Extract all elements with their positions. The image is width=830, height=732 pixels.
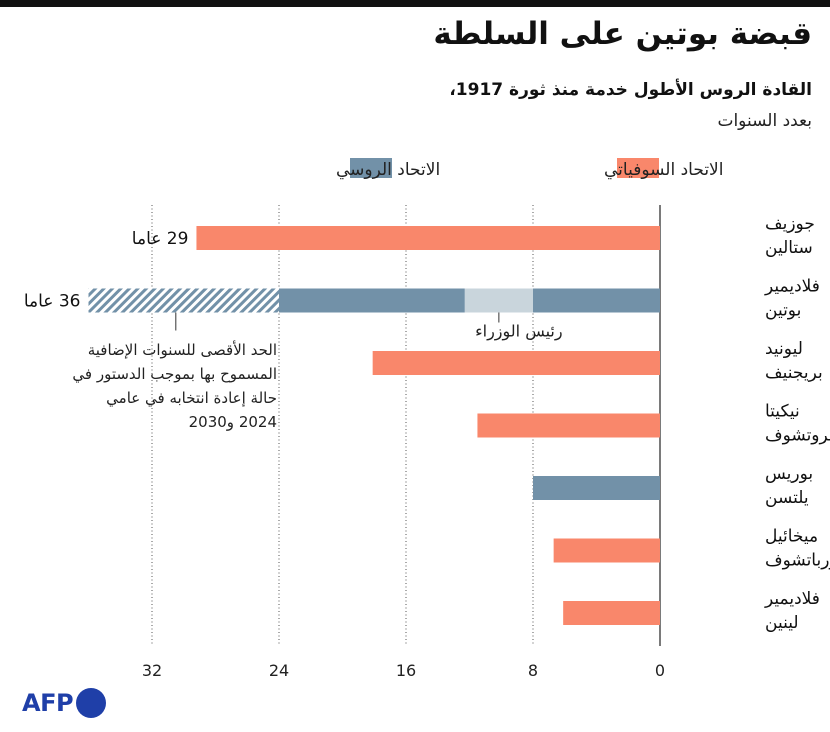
category-label: بوتين bbox=[765, 301, 801, 321]
chart-title: قبضة بوتين على السلطة bbox=[433, 16, 812, 52]
data-label: 36 عاما bbox=[24, 292, 81, 312]
x-tick-label: 16 bbox=[396, 661, 416, 680]
bar-russian bbox=[279, 288, 465, 313]
category-label: فلاديمير bbox=[764, 589, 820, 609]
chart-subtitle: القادة الروس الأطول خدمة منذ ثورة 1917، bbox=[449, 80, 812, 100]
x-tick-label: 24 bbox=[269, 661, 289, 680]
hatch-annotation-line: الحد الأقصى للسنوات الإضافية bbox=[88, 340, 277, 359]
bar-soviet bbox=[553, 538, 660, 563]
category-label: نيكيتا bbox=[765, 402, 800, 422]
logo-text: AFP bbox=[22, 689, 74, 717]
category-label: فلاديمير bbox=[764, 277, 820, 297]
x-tick-label: 32 bbox=[142, 661, 162, 680]
category-label: جوزيف bbox=[765, 214, 815, 234]
category-label: لينين bbox=[765, 613, 799, 633]
category-label: خروتشوف bbox=[765, 426, 830, 446]
bar-soviet bbox=[477, 413, 660, 438]
bar-hatch bbox=[88, 288, 279, 313]
category-label: ستالين bbox=[765, 238, 813, 258]
top-bar bbox=[0, 0, 830, 7]
category-label: ميخائيل bbox=[765, 527, 818, 547]
category-label: بريجنيف bbox=[765, 363, 823, 383]
chart-units: بعدد السنوات bbox=[717, 111, 812, 131]
category-label: يلتسن bbox=[765, 488, 809, 508]
x-tick-label: 0 bbox=[655, 661, 665, 680]
legend-swatch-russian bbox=[350, 158, 392, 178]
x-tick-label: 8 bbox=[528, 661, 538, 680]
hatch-annotation-line: حالة إعادة انتخابه في عامي bbox=[106, 389, 277, 408]
bar-russian bbox=[533, 476, 660, 500]
category-label: غورباتشوف bbox=[765, 551, 830, 571]
bar-russian bbox=[533, 288, 660, 313]
afp-logo: AFP bbox=[22, 688, 107, 718]
legend-swatch-soviet bbox=[617, 158, 659, 178]
bar-soviet bbox=[196, 226, 660, 250]
bar-pm bbox=[464, 288, 533, 313]
category-label: ليونيد bbox=[765, 339, 803, 359]
legend-label-russian: الاتحاد الروسي bbox=[336, 160, 440, 180]
hatch-annotation-line: 2024 و2030 bbox=[189, 413, 277, 431]
bar-soviet bbox=[372, 351, 660, 375]
pm-annotation: رئيس الوزراء bbox=[475, 322, 563, 342]
bar-soviet bbox=[563, 601, 660, 625]
legend-label-soviet: الاتحاد السوفياتي bbox=[604, 160, 723, 180]
logo-dot bbox=[76, 688, 107, 718]
hatch-annotation-line: المسموح بها بموجب الدستور في bbox=[72, 365, 277, 384]
data-label: 29 عاما bbox=[132, 229, 189, 249]
category-label: بوريس bbox=[765, 464, 813, 484]
